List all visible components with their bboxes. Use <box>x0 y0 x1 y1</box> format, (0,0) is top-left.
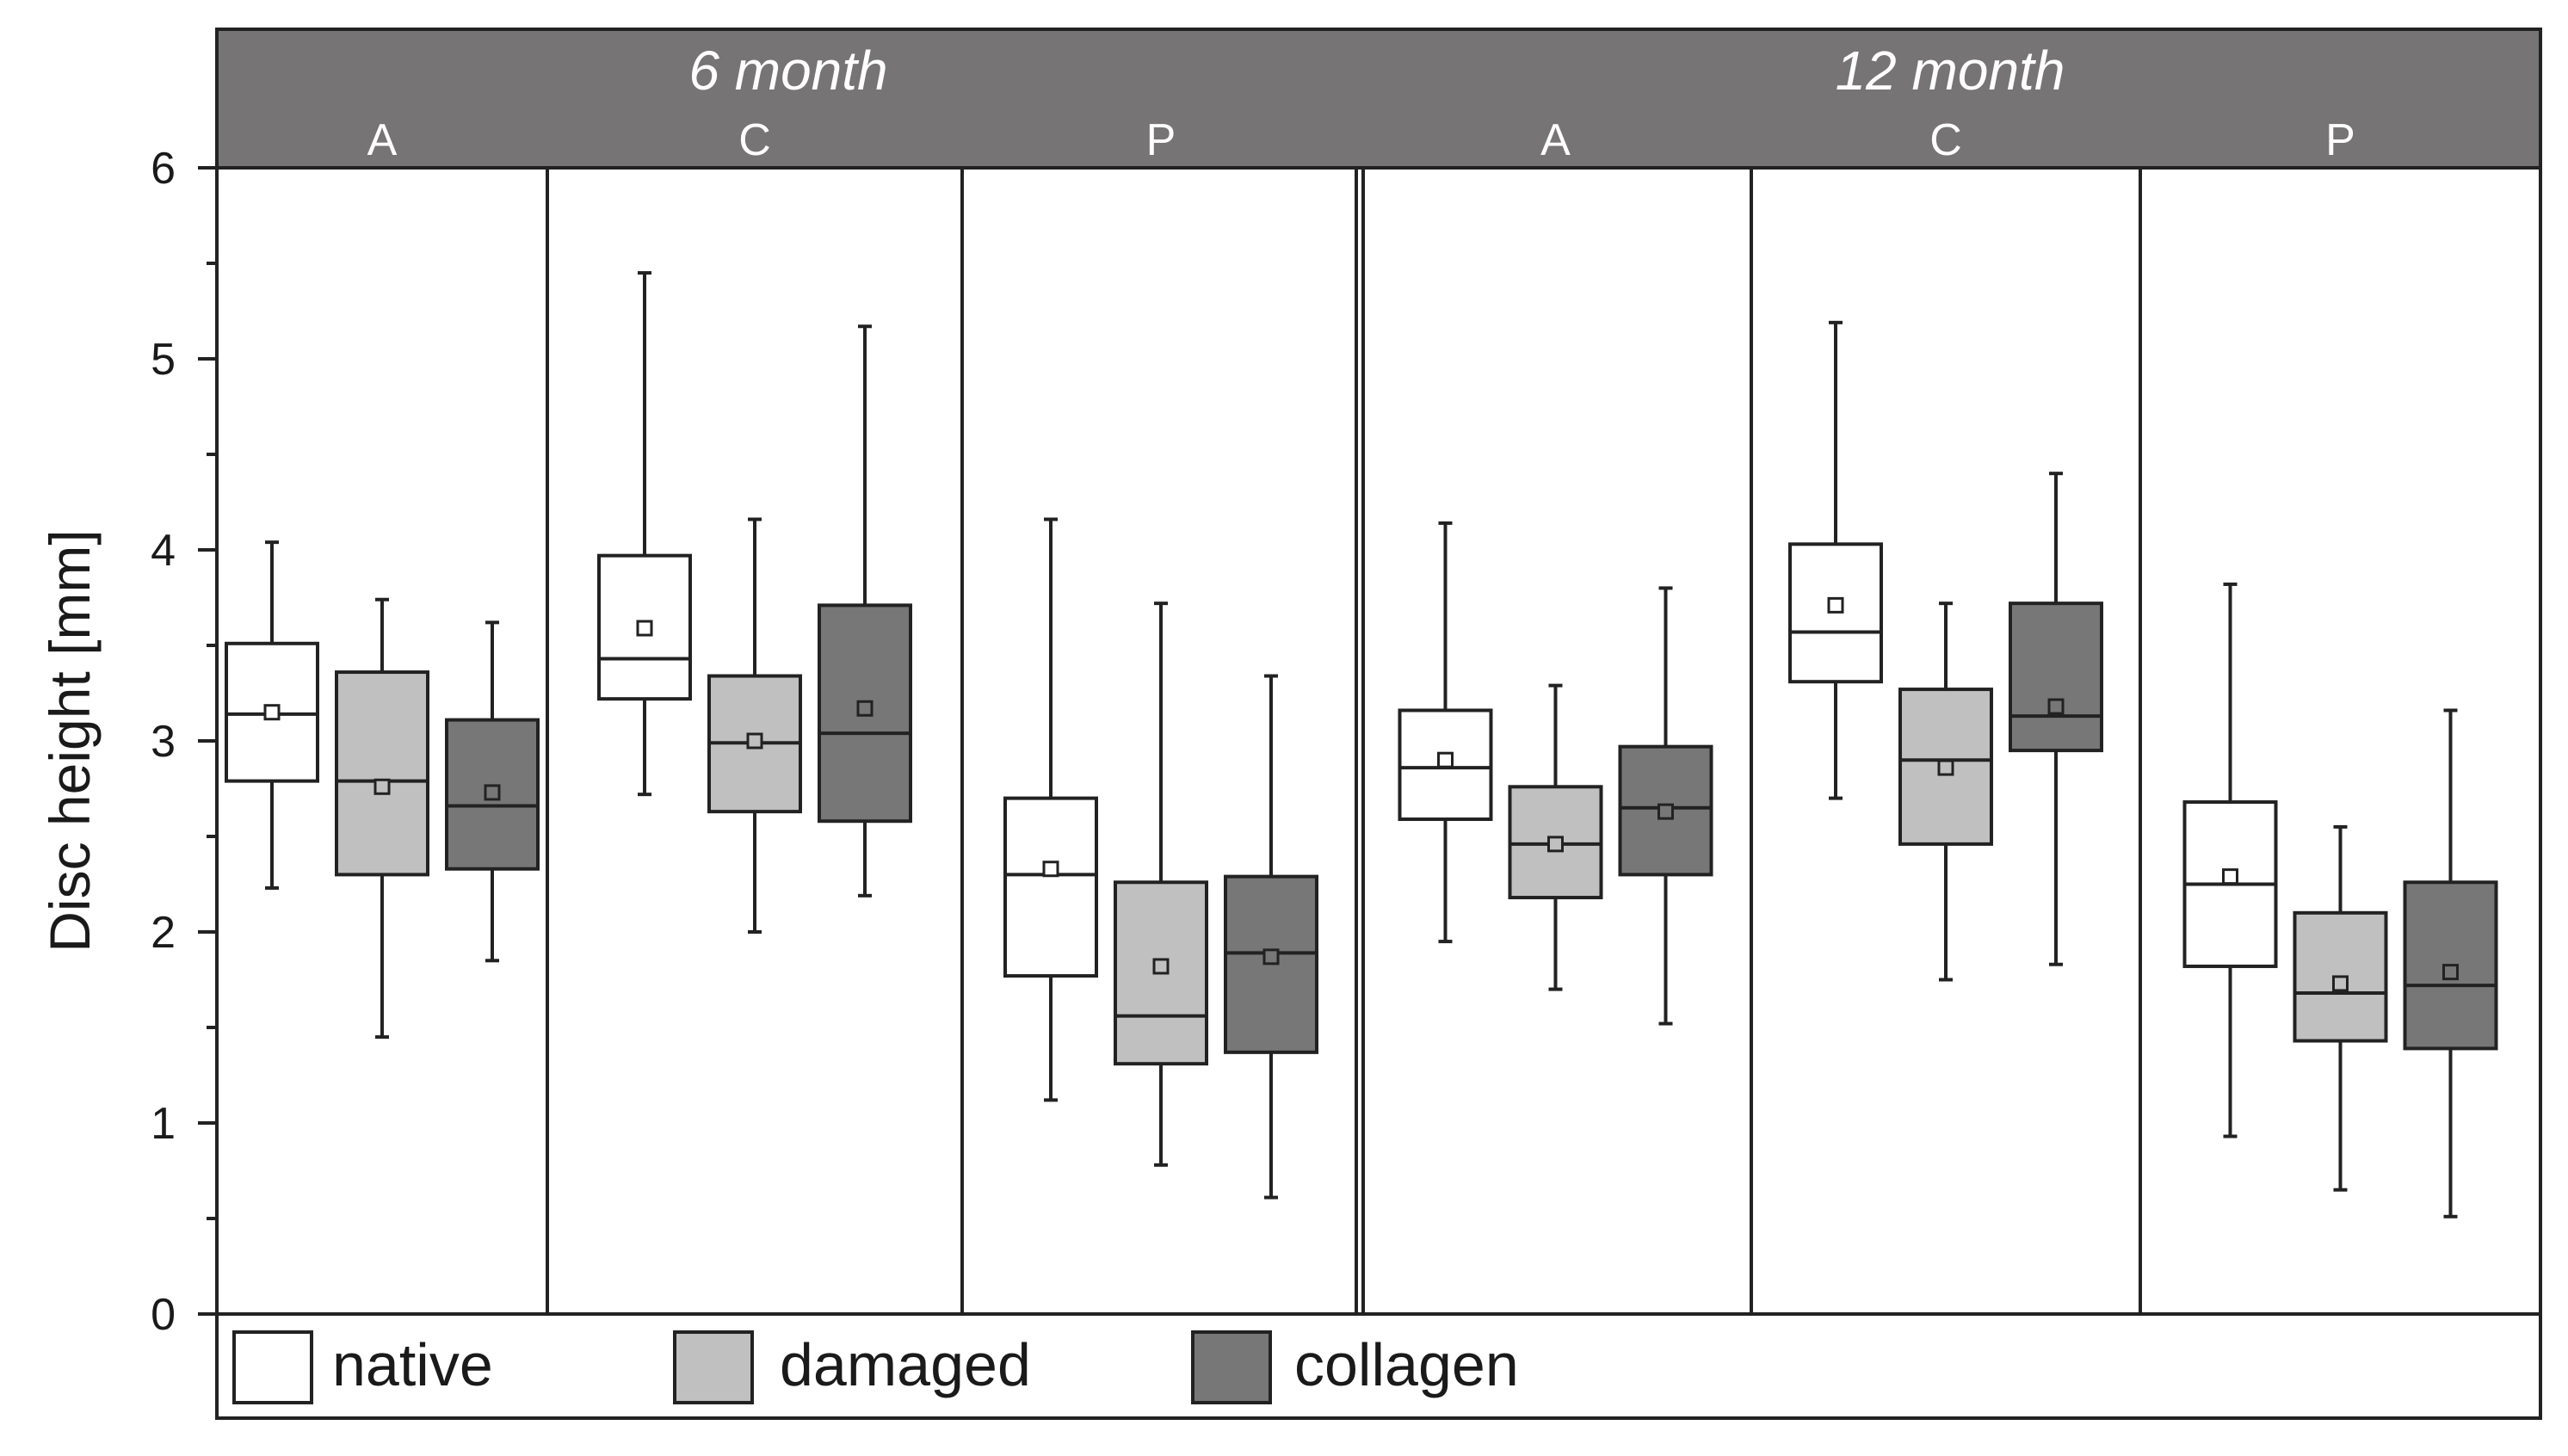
frames-layer <box>215 28 2542 1420</box>
legend-label-native: native <box>332 1331 493 1398</box>
period-label: 12 month <box>1836 40 2065 102</box>
y-tick-label: 3 <box>151 717 176 767</box>
mean-marker <box>2047 698 2065 715</box>
mean-marker <box>746 732 763 750</box>
mean-marker <box>1937 759 1954 776</box>
box-collagen <box>445 620 540 963</box>
mean-marker <box>2442 964 2459 981</box>
box-collagen <box>2009 472 2103 966</box>
mean-marker <box>2332 975 2349 992</box>
period-headers-layer: 6 month A C P 12 month A C P <box>215 28 2542 170</box>
box-native <box>1398 521 1493 944</box>
region-label: A <box>367 115 398 165</box>
boxes-layer <box>225 271 2498 1218</box>
mean-marker <box>1262 948 1280 966</box>
y-axis-label: Disc height [mm] <box>38 529 102 952</box>
box-damaged <box>1508 683 1603 991</box>
region-label: A <box>1540 115 1571 165</box>
legend-swatch-damaged <box>673 1330 754 1404</box>
box-damaged <box>335 597 429 1040</box>
y-tick-label: 0 <box>151 1290 176 1340</box>
box-collagen <box>1618 586 1713 1026</box>
mean-marker <box>1152 958 1170 975</box>
mean-marker <box>856 700 873 717</box>
y-tick-label: 6 <box>151 144 176 194</box>
y-tick-label: 1 <box>151 1099 176 1149</box>
mean-marker <box>1437 751 1454 768</box>
y-tick-label: 2 <box>151 908 176 958</box>
box-collagen <box>1224 674 1318 1200</box>
box-native <box>1788 320 1883 800</box>
y-tick-label: 5 <box>151 335 176 385</box>
legend-layer: native damaged collagen <box>232 1330 1519 1404</box>
mean-marker <box>373 778 391 795</box>
region-label: C <box>738 115 771 165</box>
box-damaged <box>1898 602 1993 982</box>
legend-label-damaged: damaged <box>780 1331 1031 1398</box>
box-collagen <box>2403 708 2498 1218</box>
mean-marker <box>263 704 281 721</box>
mean-marker <box>636 620 653 637</box>
region-label: C <box>1929 115 1962 165</box>
box-iqr <box>2009 602 2103 753</box>
mean-marker <box>1042 861 1059 878</box>
mean-marker <box>484 784 501 801</box>
legend-label-collagen: collagen <box>1294 1331 1519 1398</box>
mean-marker <box>1547 836 1564 853</box>
mean-marker <box>1657 803 1674 820</box>
box-collagen <box>818 324 912 898</box>
box-damaged <box>2293 824 2388 1192</box>
box-damaged <box>1114 602 1208 1167</box>
region-label: P <box>1146 115 1176 165</box>
box-iqr <box>335 670 429 877</box>
box-native <box>225 540 319 890</box>
y-axis-layer: 0 1 2 3 4 5 6 Disc height [mm] <box>38 144 217 1340</box>
mean-marker <box>1827 596 1844 614</box>
region-label: P <box>2325 115 2355 165</box>
outer-frame <box>215 28 2542 1420</box>
header-band <box>215 28 2542 170</box>
box-damaged <box>707 517 802 934</box>
box-iqr <box>1003 796 1098 978</box>
legend-swatch-native <box>232 1330 313 1404</box>
box-native <box>597 271 692 797</box>
box-native <box>1003 517 1098 1102</box>
y-tick-label: 4 <box>151 526 176 576</box>
period-label: 6 month <box>688 40 887 102</box>
mean-marker <box>2222 868 2238 885</box>
box-native <box>2182 582 2278 1138</box>
legend-swatch-collagen <box>1191 1330 1272 1404</box>
